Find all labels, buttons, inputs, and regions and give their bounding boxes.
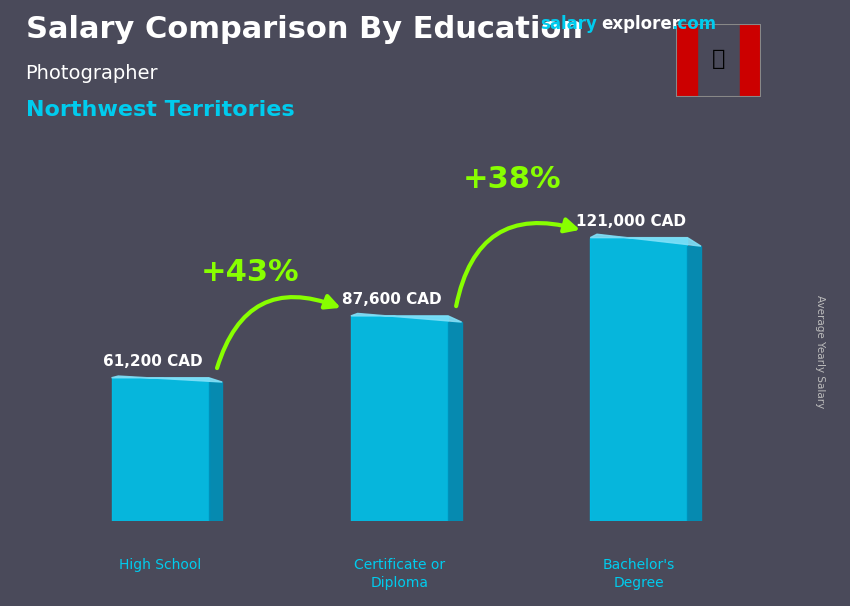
Text: Northwest Territories: Northwest Territories	[26, 100, 294, 120]
Text: Photographer: Photographer	[26, 64, 158, 82]
Text: salary: salary	[540, 15, 597, 33]
Polygon shape	[448, 322, 462, 521]
Polygon shape	[740, 24, 761, 97]
Polygon shape	[209, 382, 222, 521]
Text: 121,000 CAD: 121,000 CAD	[576, 214, 687, 229]
Text: Salary Comparison By Education: Salary Comparison By Education	[26, 15, 582, 44]
Text: explorer: explorer	[601, 15, 680, 33]
Polygon shape	[351, 313, 462, 322]
Text: .com: .com	[672, 15, 717, 33]
Text: +38%: +38%	[462, 165, 561, 193]
Text: +43%: +43%	[201, 258, 299, 287]
Polygon shape	[590, 238, 688, 521]
Text: 87,600 CAD: 87,600 CAD	[343, 292, 442, 307]
Text: 🍁: 🍁	[711, 48, 725, 69]
Text: Bachelor's
Degree: Bachelor's Degree	[603, 558, 675, 590]
Text: 61,200 CAD: 61,200 CAD	[103, 354, 202, 369]
Text: Average Yearly Salary: Average Yearly Salary	[815, 295, 825, 408]
Polygon shape	[111, 376, 222, 382]
Polygon shape	[111, 378, 209, 521]
Polygon shape	[590, 235, 701, 246]
Polygon shape	[676, 24, 697, 97]
Text: High School: High School	[119, 558, 201, 571]
Polygon shape	[351, 316, 448, 521]
Polygon shape	[688, 246, 701, 521]
Text: Certificate or
Diploma: Certificate or Diploma	[354, 558, 445, 590]
